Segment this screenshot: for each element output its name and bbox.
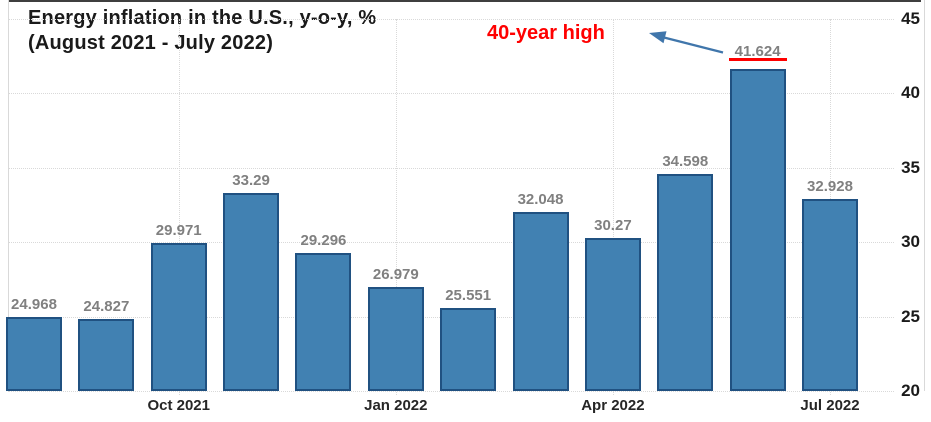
bar-jan-2022 [367,287,424,391]
y-axis-tick-label: 25 [901,306,920,326]
chart-title-line1: Energy inflation in the U.S., y-o-y, % [28,7,377,29]
bar-value-label: 26.979 [372,266,419,284]
chart-title-line2: (August 2021 - July 2022) [28,32,274,54]
chart-top-border [8,0,921,2]
bar-value-label: 33.29 [232,172,270,190]
bar-may-2022 [657,173,714,391]
x-gridline [395,19,397,395]
bar-nov-2021 [223,193,280,391]
bar-value-label: 24.827 [83,298,130,316]
bar-value-label: 41.624 [734,43,781,61]
y-gridline [8,242,894,244]
bar-value-label: 32.048 [517,190,564,208]
bar-aug-2021 [6,317,62,391]
bar-sep-2021 [78,319,135,391]
x-gridline [612,19,614,395]
y-gridline [8,19,894,20]
highlight-underline [728,58,787,62]
y-gridline [8,93,894,95]
plot-left-border [8,0,9,391]
bar-jul-2022 [802,198,858,391]
x-axis-tick-label: Oct 2021 [147,397,210,414]
bar-oct-2021 [150,242,207,391]
y-gridline [8,167,894,169]
y-axis-tick-label: 20 [901,381,920,400]
bar-value-label: 25.551 [445,287,492,305]
bar-value-label: 24.968 [11,296,57,314]
bar-feb-2022 [440,308,497,391]
bar-value-label: 30.27 [594,217,632,235]
y-gridline [8,391,894,392]
plot-right-border [924,0,925,391]
bar-value-label: 29.296 [300,231,347,249]
bar-value-label: 34.598 [662,152,709,170]
x-axis-tick-label: Jan 2022 [364,397,428,414]
bar-mar-2022 [512,211,569,391]
bar-apr-2022 [584,238,641,391]
bar-value-label: 29.971 [155,221,202,239]
x-axis-tick-label: Apr 2022 [581,397,645,414]
bar-jun-2022 [729,69,786,391]
chart-title: Energy inflation in the U.S., y-o-y, % (… [28,6,376,56]
x-gridline [178,19,180,395]
annotation-40-year-high: 40-year high [487,22,605,44]
y-axis-tick-label: 45 [901,9,920,28]
bar-dec-2021 [295,252,352,391]
y-axis-tick-label: 30 [901,232,920,252]
y-axis-tick-label: 35 [901,157,920,177]
y-axis-tick-label: 40 [901,83,920,103]
x-axis-tick-label: Jul 2022 [800,397,860,414]
bar-value-label: 32.928 [807,177,853,195]
